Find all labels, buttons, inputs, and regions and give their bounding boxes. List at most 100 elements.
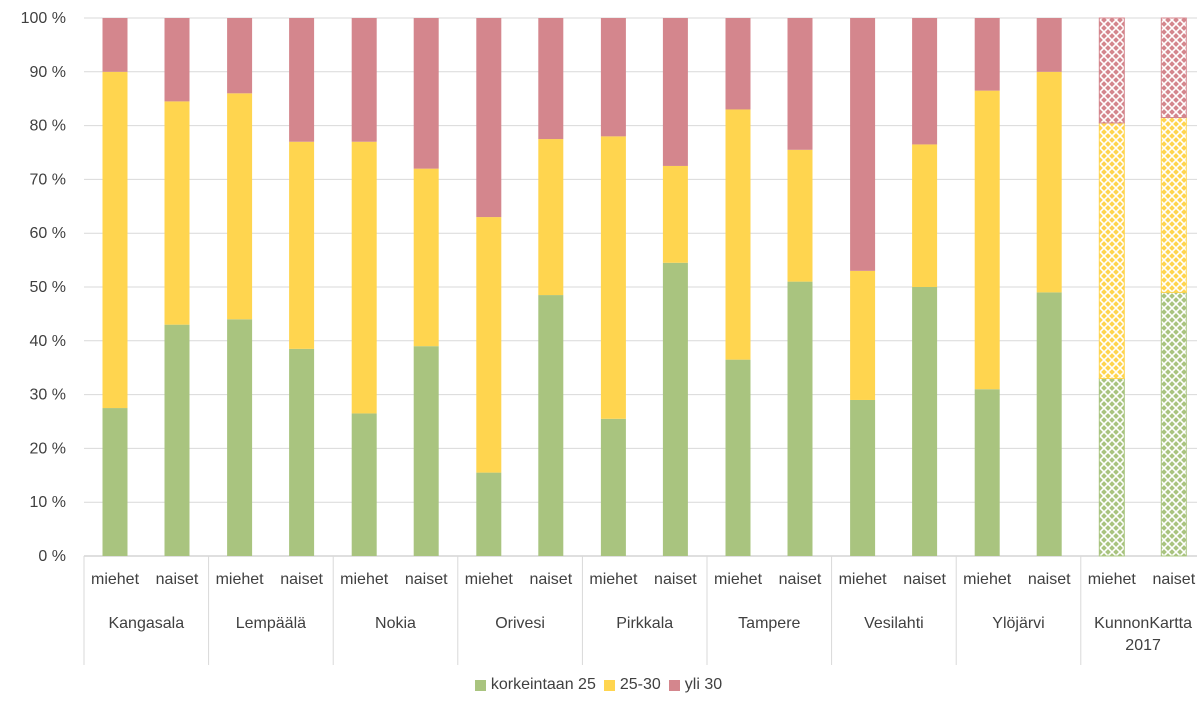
x-group-label: Ylöjärvi: [992, 615, 1044, 632]
x-subcategory-label: miehet: [91, 571, 140, 588]
bar-segment: [912, 144, 938, 287]
bar-segment: [912, 287, 938, 556]
legend-item: korkeintaan 25: [474, 676, 596, 694]
y-tick-label: 10 %: [30, 494, 66, 511]
x-subcategory-label: naiset: [654, 571, 697, 588]
bar-segment: [476, 217, 502, 473]
x-group-label: Kangasala: [108, 615, 184, 632]
bar-segment: [974, 90, 1000, 390]
bar-segment: [164, 101, 190, 325]
bar-segment: [600, 18, 626, 137]
x-subcategory-label: naiset: [779, 571, 822, 588]
bar-segment: [351, 413, 377, 556]
legend-label: korkeintaan 25: [490, 676, 596, 693]
bar-segment: [850, 270, 876, 400]
bar-segment: [102, 71, 128, 409]
legend-label: 25-30: [619, 676, 661, 693]
x-subcategory-label: miehet: [963, 571, 1012, 588]
bar-segment: [1098, 122, 1125, 379]
bar-segment: [787, 149, 813, 282]
legend-swatch: [668, 679, 680, 691]
bar-segment: [289, 141, 315, 349]
x-group-label: Nokia: [375, 615, 416, 632]
x-subcategory-label: miehet: [340, 571, 389, 588]
y-tick-label: 60 %: [30, 225, 66, 242]
bar-segment: [538, 139, 564, 296]
bar-segment: [1098, 17, 1125, 124]
x-group-label: 2017: [1125, 637, 1161, 654]
bar-segment: [102, 408, 128, 556]
bar-segment: [413, 346, 439, 556]
bar-segment: [351, 141, 377, 414]
bar-segment: [1098, 377, 1125, 557]
bar-segment: [787, 18, 813, 150]
bar-segment: [1036, 292, 1062, 556]
bar-segment: [289, 348, 315, 556]
y-tick-label: 0 %: [38, 548, 66, 565]
y-tick-label: 20 %: [30, 440, 66, 457]
bar-segment: [662, 165, 688, 263]
bar-segment: [413, 168, 439, 347]
x-subcategory-label: naiset: [1028, 571, 1071, 588]
x-subcategory-label: miehet: [589, 571, 638, 588]
x-subcategory-label: naiset: [529, 571, 572, 588]
bar-segment: [600, 136, 626, 419]
legend-swatch: [474, 679, 486, 691]
legend-label: yli 30: [684, 676, 723, 693]
bar-segment: [662, 18, 688, 166]
x-group-label: Pirkkala: [616, 615, 673, 632]
bar-segment: [476, 18, 502, 218]
y-tick-label: 70 %: [30, 171, 66, 188]
x-subcategory-label: naiset: [903, 571, 946, 588]
x-group-label: KunnonKartta: [1094, 615, 1192, 632]
gridlines: [84, 17, 1197, 557]
bar-segment: [227, 93, 253, 320]
x-subcategory-label: naiset: [156, 571, 199, 588]
bar-segment: [1036, 71, 1062, 293]
y-axis: 0 % 10 % 20 % 30 % 40 % 50 % 60 % 70 % 80 % 90 % 1…: [21, 10, 66, 565]
y-tick-label: 40 %: [30, 333, 66, 350]
legend-item: 25-30: [603, 676, 661, 694]
bar-segment: [662, 262, 688, 556]
x-subcategory-label: naiset: [405, 571, 448, 588]
bar-segment: [1160, 17, 1187, 119]
bar-segment: [912, 18, 938, 145]
bar-segment: [164, 18, 190, 102]
x-group-label: Orivesi: [495, 615, 545, 632]
bar-segment: [538, 18, 564, 140]
legend-item: yli 30: [668, 676, 723, 694]
x-subcategory-label: miehet: [216, 571, 265, 588]
x-subcategory-label: miehet: [839, 571, 888, 588]
bar-segment: [227, 319, 253, 556]
x-axis: miehet naiset Kangasala miehet naiset Lempääl…: [83, 556, 1196, 665]
legend-swatch: [603, 679, 615, 691]
bar-segment: [476, 472, 502, 556]
x-subcategory-label: miehet: [1088, 571, 1137, 588]
y-tick-label: 100 %: [21, 10, 66, 27]
legend: korkeintaan 25 25-30 yli 30: [0, 676, 1197, 696]
bar-segment: [164, 324, 190, 556]
bar-segment: [227, 18, 253, 94]
bar-segment: [351, 18, 377, 142]
bars: [102, 17, 1187, 557]
bar-segment: [289, 18, 315, 142]
bar-segment: [974, 18, 1000, 91]
x-subcategory-label: naiset: [280, 571, 323, 588]
bar-segment: [850, 18, 876, 271]
bar-segment: [850, 399, 876, 556]
y-tick-label: 50 %: [30, 279, 66, 296]
x-group-label: Lempäälä: [236, 615, 306, 632]
y-tick-label: 30 %: [30, 387, 66, 404]
bar-segment: [1160, 117, 1187, 293]
x-subcategory-label: naiset: [1152, 571, 1195, 588]
x-subcategory-label: miehet: [714, 571, 763, 588]
y-tick-label: 90 %: [30, 64, 66, 81]
x-subcategory-label: miehet: [465, 571, 514, 588]
bar-segment: [102, 18, 128, 72]
bar-segment: [787, 281, 813, 556]
bar-segment: [1160, 291, 1187, 557]
bar-segment: [1036, 18, 1062, 72]
bar-segment: [538, 295, 564, 556]
bar-segment: [725, 359, 751, 556]
